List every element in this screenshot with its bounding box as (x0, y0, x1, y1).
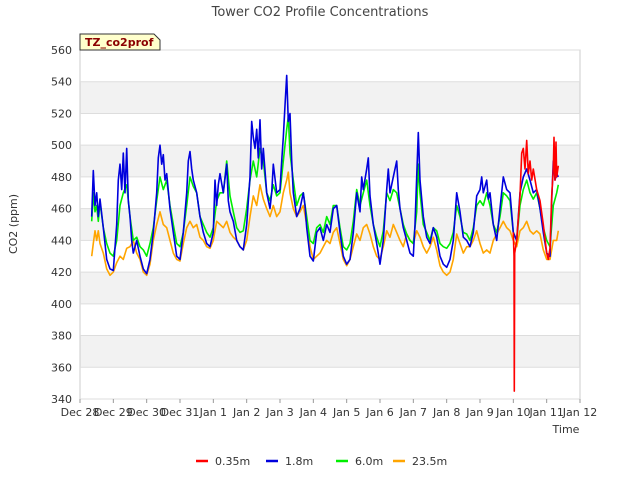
x-axis-label: Time (552, 423, 580, 436)
y-tick-label: 540 (51, 76, 72, 89)
x-tick-label: Jan 9 (465, 406, 493, 419)
y-tick-label: 340 (51, 393, 72, 406)
x-tick-label: Jan 10 (495, 406, 530, 419)
y-tick-label: 560 (51, 44, 72, 57)
background-band (80, 176, 580, 209)
x-tick-label: Jan 5 (332, 406, 360, 419)
legend-label: 1.8m (285, 455, 313, 468)
badge-box (79, 33, 161, 51)
y-tick-label: 480 (51, 171, 72, 184)
legend-label: 6.0m (355, 455, 383, 468)
y-tick-label: 420 (51, 266, 72, 279)
background-band (80, 240, 580, 273)
y-tick-label: 520 (51, 107, 72, 120)
x-tick-label: Jan 3 (265, 406, 293, 419)
x-tick-label: Jan 12 (562, 406, 597, 419)
x-tick-label: Jan 1 (199, 406, 227, 419)
background-band (80, 145, 580, 177)
x-tick-label: Jan 8 (432, 406, 460, 419)
x-tick-label: Dec 28 (61, 406, 100, 419)
background-band (80, 113, 580, 146)
badge-label: TZ_co2prof (85, 36, 154, 49)
x-tick-label: Dec 29 (94, 406, 133, 419)
plot-background-bands (80, 50, 580, 399)
y-tick-label: 440 (51, 234, 72, 247)
series-line-1_8m (90, 74, 560, 275)
y-tick-label: 380 (51, 330, 72, 343)
legend-label: 23.5m (412, 455, 447, 468)
legend: 0.35m 1.8m 6.0m 23.5m (196, 455, 447, 468)
y-axis-label: CO2 (ppm) (7, 194, 20, 254)
chart-title: Tower CO2 Profile Concentrations (211, 5, 429, 20)
background-band (80, 367, 580, 399)
background-band (80, 303, 580, 336)
x-tick-label: Jan 2 (232, 406, 260, 419)
x-tick-label: Jan 11 (528, 406, 563, 419)
y-tick-label: 360 (51, 361, 72, 374)
x-tick-label: Dec 31 (161, 406, 200, 419)
background-band (80, 272, 580, 304)
background-band (80, 81, 580, 114)
y-tick-label: 400 (51, 298, 72, 311)
series-line-6_0m (90, 115, 560, 257)
background-band (80, 335, 580, 368)
series-line-23_5m (90, 171, 560, 277)
y-tick-label: 460 (51, 203, 72, 216)
series-line-0_35m (512, 136, 560, 392)
x-tick-label: Dec 30 (127, 406, 166, 419)
legend-label: 0.35m (215, 455, 250, 468)
y-axis: 340 360 380 400 420 440 460 480 500 520 540 560 (51, 44, 580, 406)
x-tick-label: Jan 6 (365, 406, 393, 419)
x-tick-label: Jan 4 (299, 406, 327, 419)
background-band (80, 50, 580, 82)
series-lines (90, 74, 560, 392)
x-tick-label: Jan 7 (399, 406, 427, 419)
y-tick-label: 500 (51, 139, 72, 152)
tz-badge: TZ_co2prof (79, 33, 161, 51)
